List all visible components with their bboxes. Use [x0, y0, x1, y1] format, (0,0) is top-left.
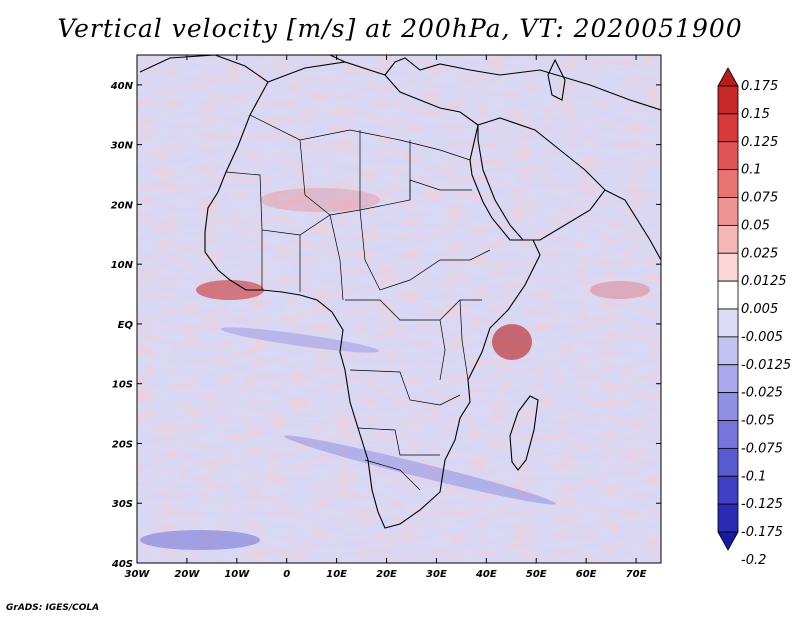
colorbar-swatch	[717, 364, 739, 394]
plot-frame	[136, 54, 662, 564]
colorbar-swatch	[717, 85, 739, 115]
colorbar-swatch	[717, 141, 739, 171]
strong-ascent-somalia	[492, 324, 532, 360]
country-borders	[225, 114, 491, 491]
colorbar-label: -0.125	[741, 497, 783, 512]
y-tick-label: EQ	[118, 320, 134, 331]
colorbar-swatch	[717, 113, 739, 143]
border-line	[357, 427, 440, 456]
y-tick-label: 40N	[110, 81, 134, 92]
border-line	[345, 299, 482, 321]
colorbar-label: -0.05	[741, 414, 775, 429]
strong-ascent-west-africa	[196, 280, 264, 300]
x-tick-label: 50E	[526, 569, 547, 580]
colorbar-label: 0.075	[741, 191, 778, 206]
border-line	[439, 299, 469, 381]
colorbar-label: -0.2	[741, 553, 766, 568]
colorbar-swatch	[717, 67, 739, 87]
border-line	[364, 459, 421, 491]
colorbar-label: 0.05	[741, 218, 770, 233]
border-line	[349, 369, 461, 406]
europe-coastline	[139, 55, 661, 111]
grads-credit: GrADS: IGES/COLA	[6, 603, 100, 613]
y-tick-label: 10S	[112, 380, 133, 391]
y-tick-label: 30N	[111, 141, 134, 152]
colorbar-swatch	[717, 224, 739, 254]
colorbar-label: -0.1	[741, 469, 766, 484]
arabia-coastline	[477, 117, 606, 241]
africa-coastline	[204, 61, 541, 529]
border-line	[261, 214, 344, 301]
caspian-sea	[547, 58, 566, 101]
colorbar-label: 0.125	[741, 135, 778, 150]
madagascar-coastline	[509, 395, 539, 471]
colorbar-swatch	[717, 308, 739, 338]
colorbar-label: -0.0125	[741, 358, 791, 373]
ascent-arabian-sea	[590, 281, 650, 299]
x-tick-label: 10W	[224, 569, 250, 580]
y-tick-label: 20S	[112, 439, 133, 450]
colorbar-swatch	[717, 169, 739, 198]
colorbar-label: 0.175	[741, 79, 778, 94]
subsidence-band-south	[284, 435, 556, 505]
border-line	[225, 171, 472, 236]
colorbar-label: -0.075	[741, 441, 783, 456]
chart-title: Vertical velocity [m/s] at 200hPa, VT: 2…	[57, 14, 743, 43]
x-tick-label: 70E	[626, 569, 647, 580]
colorbar-swatch	[717, 336, 739, 366]
x-tick-label: 30E	[426, 569, 447, 580]
x-tick-label: 10E	[326, 569, 347, 580]
colorbar: 0.175 0.15 0.125 0.1 0.075 0.05 0.025 0.0125 0.0…	[717, 67, 791, 568]
velocity-field-texture	[137, 55, 661, 563]
border-line	[249, 114, 471, 161]
y-tick-label: 30S	[112, 499, 133, 510]
x-tick-label: 20W	[174, 569, 200, 580]
y-tick-label: 10N	[111, 260, 134, 271]
colorbar-label: 0.15	[741, 107, 770, 122]
colorbar-swatch	[717, 475, 739, 505]
colorbar-swatch	[717, 280, 739, 310]
colorbar-swatch	[717, 531, 739, 551]
border-line	[299, 130, 411, 216]
y-tick-label: 20N	[111, 200, 134, 211]
subsidence-southwest	[140, 530, 260, 550]
colorbar-swatch	[717, 392, 739, 421]
subsidence-band-atlantic	[220, 327, 380, 353]
colorbar-swatch	[717, 420, 739, 449]
coastlines	[139, 55, 661, 529]
colorbar-swatch	[717, 503, 739, 533]
colorbar-label: 0.005	[741, 302, 778, 317]
y-tick-label: 40S	[111, 559, 133, 570]
colorbar-label: 0.1	[741, 163, 762, 178]
x-tick-label: 40E	[475, 569, 497, 580]
colorbar-label: 0.0125	[741, 274, 787, 289]
velocity-features	[140, 188, 650, 550]
x-tick-label: 60E	[576, 569, 597, 580]
x-tick-label: 20E	[376, 569, 397, 580]
colorbar-swatch	[717, 252, 739, 282]
colorbar-swatch	[717, 197, 739, 226]
colorbar-label: -0.005	[741, 330, 783, 345]
colorbar-label: 0.025	[741, 246, 778, 261]
border-line	[359, 209, 491, 291]
x-tick-label: 30W	[125, 569, 151, 580]
colorbar-label: -0.175	[741, 525, 783, 540]
axis-ticks: 30W 20W 10W 0 10E 20E 30E 40E 50E 60E 70E 40N 30N 20N…	[110, 55, 661, 580]
india-coastline	[604, 189, 661, 261]
ascent-sahara	[260, 188, 380, 212]
x-tick-label: 0	[283, 569, 290, 580]
colorbar-label: -0.025	[741, 386, 783, 401]
colorbar-swatch	[717, 447, 739, 477]
